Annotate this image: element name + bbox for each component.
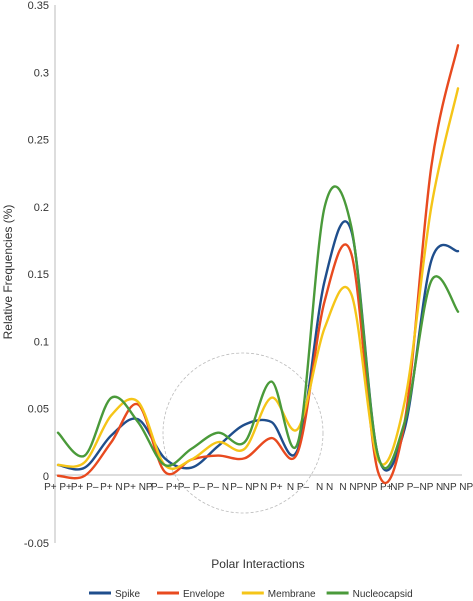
x-tick-label: NP NP	[443, 482, 473, 493]
x-tick-label: P– NP	[230, 482, 259, 493]
y-tick-label: 0.25	[28, 135, 49, 147]
y-tick-label: 0.35	[28, 0, 49, 12]
x-axis-title: Polar Interactions	[211, 557, 304, 571]
x-tick-label: P– P–	[178, 482, 206, 493]
x-tick-label: N NP	[339, 482, 363, 493]
x-tick-label: P+ P–	[71, 482, 99, 493]
y-tick-label: 0.05	[28, 404, 49, 416]
highlight-circle	[162, 352, 324, 514]
y-tick-label: 0	[43, 471, 49, 483]
y-tick-label: 0.3	[34, 67, 49, 79]
legend-label-membrane: Membrane	[268, 589, 316, 600]
y-tick-label: -0.05	[24, 538, 49, 550]
x-tick-label: NP P–	[390, 482, 419, 493]
y-axis-ticks: -0.05 0 0.05 0.1 0.15 0.2 0.25 0.3 0.35	[24, 0, 49, 550]
x-tick-label: N N	[316, 482, 333, 493]
x-tick-label: P– N	[207, 482, 229, 493]
series-line-envelope	[56, 44, 460, 485]
legend-label-envelope: Envelope	[183, 589, 225, 600]
y-tick-label: 0.2	[34, 202, 49, 214]
x-tick-label: P+ P+	[44, 482, 72, 493]
legend-label-nucleocapsid: Nucleocapsid	[353, 589, 413, 600]
x-axis-ticks: P+ P+P+ P– P+ N P+ NPP– P+ P– P– P– N P– NP N …	[44, 482, 473, 493]
x-tick-label: P– P+	[151, 482, 179, 493]
x-tick-label: P+ NP	[123, 482, 153, 493]
legend: Spike Envelope Membrane Nucleocapsid	[89, 589, 413, 600]
series-lines	[56, 44, 460, 485]
series-line-membrane	[56, 87, 460, 470]
y-tick-label: 0.15	[28, 269, 49, 281]
x-tick-label: NP N	[419, 482, 443, 493]
series-line-nucleocapsid	[56, 185, 460, 470]
x-tick-label: N P+	[260, 482, 283, 493]
y-tick-label: 0.1	[34, 336, 49, 348]
x-tick-label: NP P+	[364, 482, 393, 493]
x-tick-label: P+ N	[100, 482, 123, 493]
legend-label-spike: Spike	[115, 589, 140, 600]
y-axis-title: Relative Frequencies (%)	[1, 205, 15, 340]
x-tick-label: N P–	[287, 482, 310, 493]
